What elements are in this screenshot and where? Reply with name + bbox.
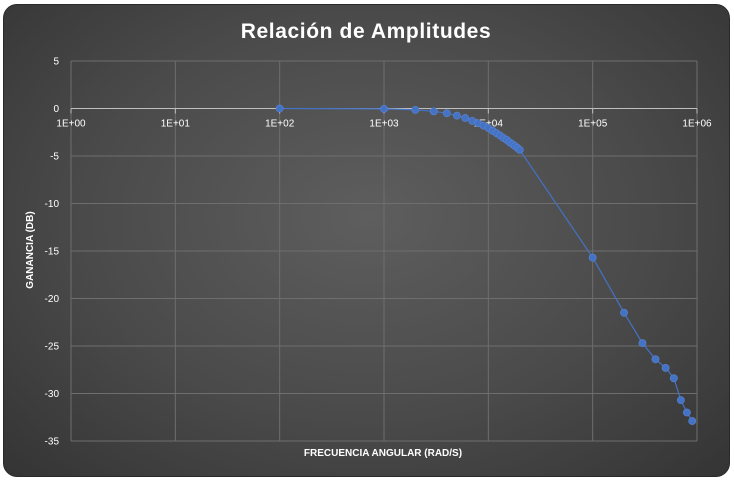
data-point [682,408,691,417]
y-tick-label: 0 [53,104,59,115]
data-point [588,253,597,262]
data-point [688,417,697,425]
data-point [453,111,461,120]
y-tick-label: -10 [45,199,60,210]
data-point [661,363,670,372]
y-axis-title: GANANCIA (DB) [25,211,36,288]
data-point [515,145,524,154]
x-tick-label: 1E+01 [161,119,191,130]
data-point [275,104,284,113]
x-tick-label: 1E+03 [369,119,399,130]
y-tick-label: -20 [45,294,60,305]
x-tick-label: 1E+04 [474,119,504,130]
x-axis-title: FRECUENCIA ANGULAR (RAD/S) [304,448,462,459]
x-tick-label: 1E+00 [56,119,86,130]
data-point [651,355,660,364]
y-tick-label: -5 [50,152,59,163]
data-point [676,396,685,405]
y-tick-label: -25 [45,342,60,353]
y-tick-label: -30 [45,389,60,400]
data-point [411,106,420,114]
data-point [429,107,438,116]
data-point [669,374,678,383]
chart-title: Relación de Amplitudes [241,20,491,43]
chart-frame [3,4,730,477]
data-point [638,339,647,348]
x-tick-label: 1E+06 [682,119,712,130]
axis-layer: 5 0 -5 -10 -15 -20 -25 -30 -35 1E+00 1E+01 1E+02 1E+… [45,57,712,448]
series-line [279,107,693,422]
data-point [442,109,451,118]
data-point [380,104,388,113]
x-tick-label: 1E+05 [578,119,608,130]
data-point [461,114,470,122]
y-tick-label: -35 [45,437,60,448]
data-point [620,308,628,317]
y-tick-label: 5 [53,57,59,68]
series-layer [275,104,697,425]
x-tick-label: 1E+02 [265,119,295,130]
y-tick-label: -15 [45,247,60,258]
